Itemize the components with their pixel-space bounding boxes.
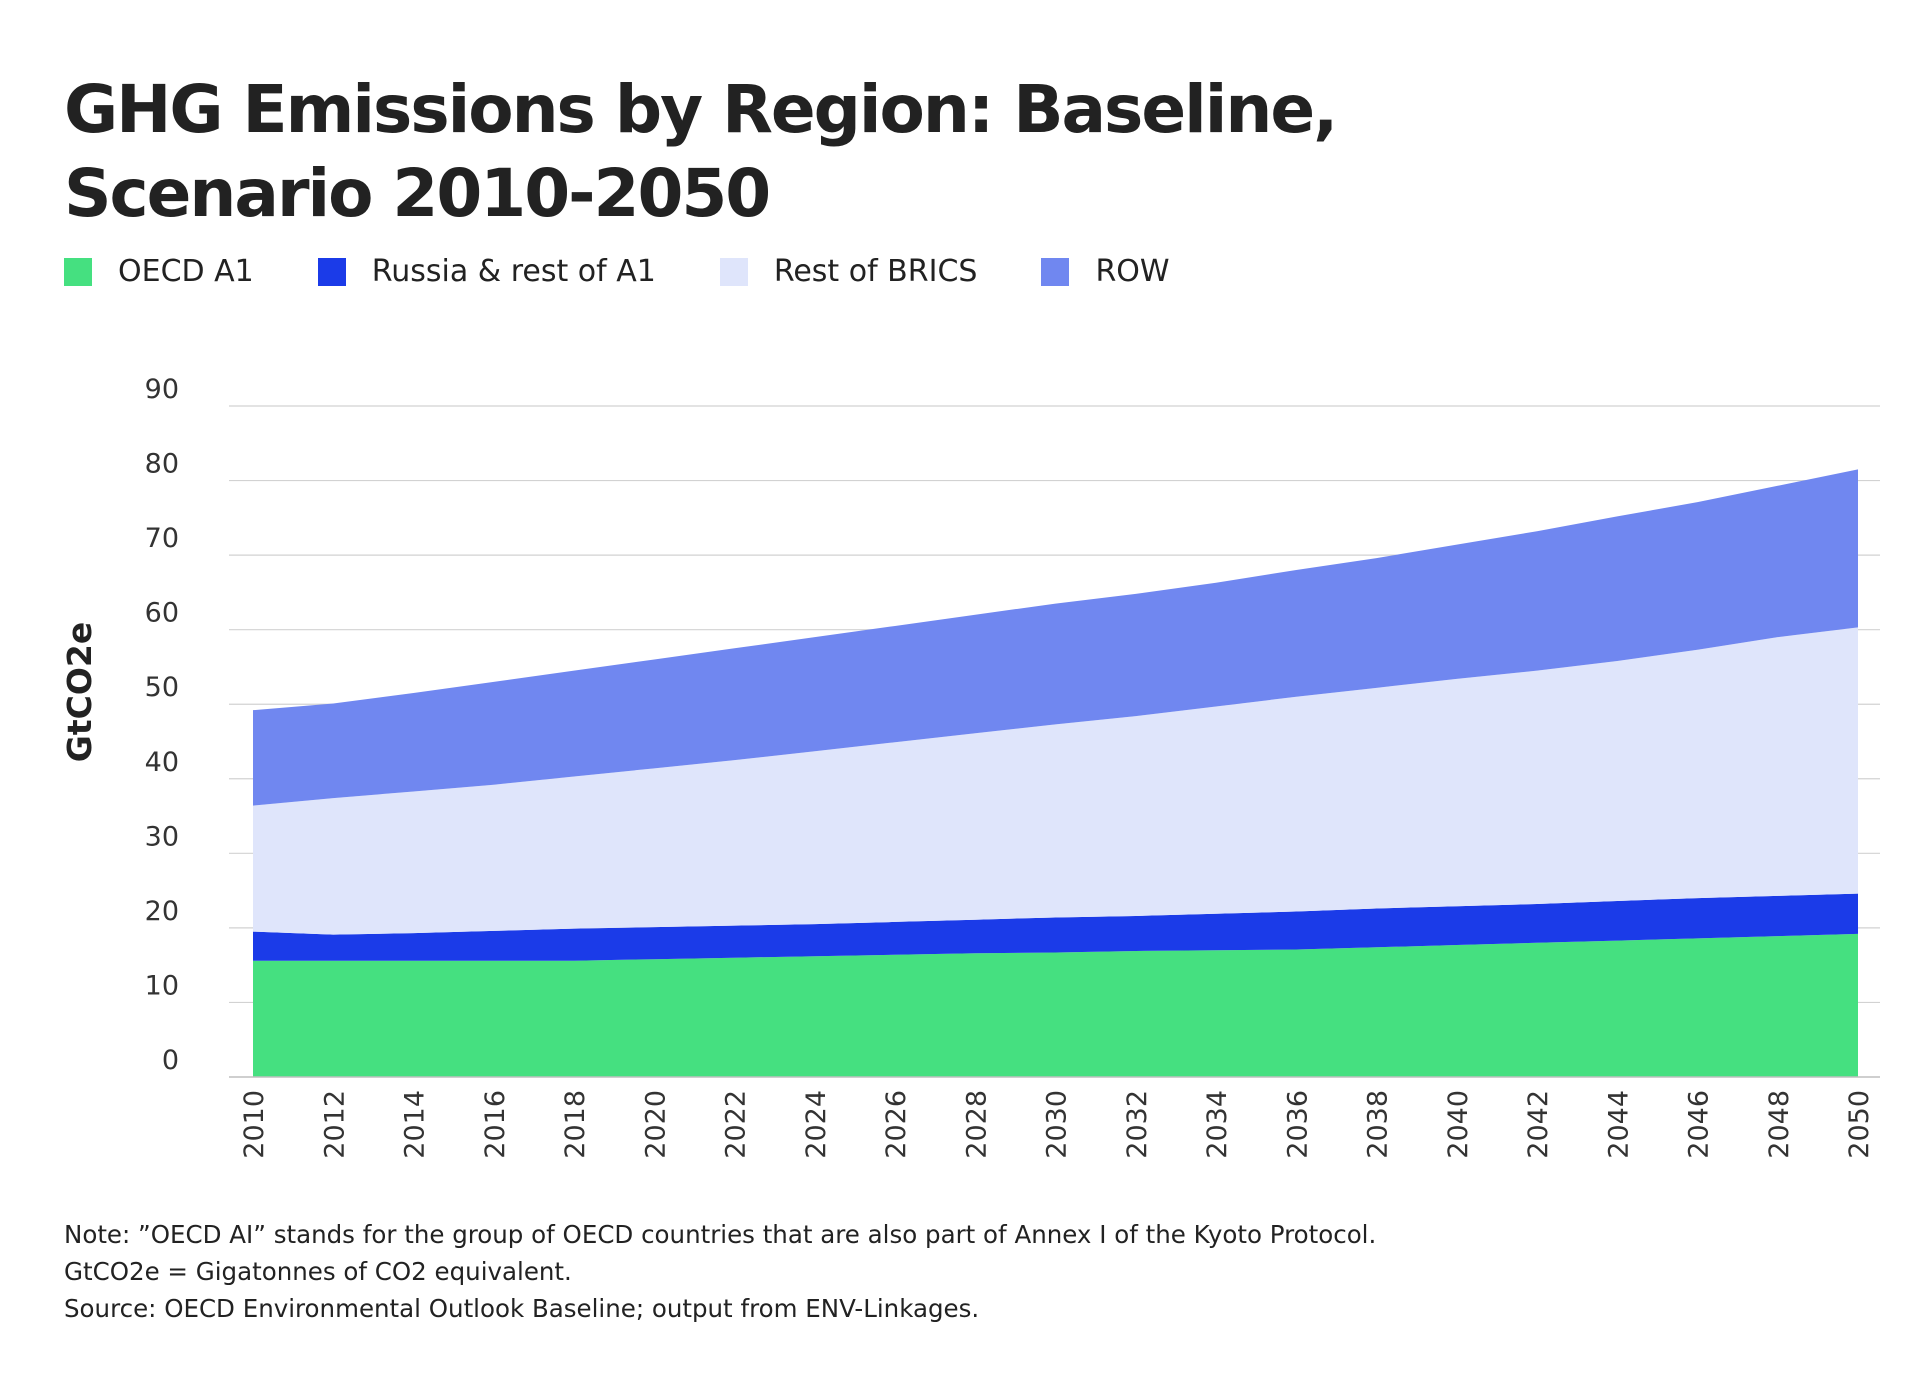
area-series-rest-of-brics — [253, 627, 1858, 935]
x-tick-label-2032: 2032 — [1122, 1090, 1153, 1159]
chart-title-line-2: Scenario 2010-2050 — [64, 155, 771, 232]
x-tick-label-2042: 2042 — [1523, 1090, 1554, 1159]
y-tick-label-10: 10 — [145, 970, 179, 1001]
x-tick-label-2026: 2026 — [881, 1090, 912, 1159]
note-line-2: GtCO2e = Gigatonnes of CO2 equivalent. — [64, 1257, 572, 1286]
legend-label-row: ROW — [1095, 254, 1170, 289]
x-tick-label-2024: 2024 — [801, 1090, 832, 1159]
legend-item-row: ROW — [1041, 254, 1170, 289]
x-tick-label-2020: 2020 — [640, 1090, 671, 1159]
x-tick-label-2028: 2028 — [961, 1090, 992, 1159]
y-tick-label-40: 40 — [145, 747, 179, 778]
legend-item-rest-of-brics: Rest of BRICS — [719, 254, 978, 289]
x-tick-label-2012: 2012 — [319, 1090, 350, 1159]
legend-swatch-row — [1041, 257, 1070, 286]
x-tick-label-2038: 2038 — [1363, 1090, 1394, 1159]
legend-label-oecd-a1: OECD A1 — [118, 254, 254, 289]
x-tick-label-2030: 2030 — [1042, 1090, 1073, 1159]
y-tick-label-70: 70 — [145, 523, 179, 554]
x-tick-label-2046: 2046 — [1684, 1090, 1715, 1159]
chart-notes: Note: ”OECD AI” stands for the group of … — [64, 1216, 1376, 1327]
x-tick-label-2014: 2014 — [400, 1090, 431, 1159]
legend-swatch-rest-of-brics — [719, 257, 748, 286]
y-axis-label: GtCO2e — [60, 622, 99, 762]
legend-item-oecd-a1: OECD A1 — [64, 254, 254, 289]
y-tick-label-30: 30 — [145, 821, 179, 852]
chart-title: GHG Emissions by Region: Baseline, Scena… — [64, 68, 1764, 236]
x-tick-label-2022: 2022 — [721, 1090, 752, 1159]
x-tick-label-2018: 2018 — [560, 1090, 591, 1159]
legend-swatch-oecd-a1 — [64, 257, 92, 286]
y-tick-label-90: 90 — [145, 374, 179, 405]
area-series-group — [253, 469, 1858, 1077]
note-line-1: Note: ”OECD AI” stands for the group of … — [64, 1220, 1377, 1249]
x-tick-label-2016: 2016 — [480, 1090, 511, 1159]
area-series-oecd-a1 — [253, 933, 1858, 1077]
x-tick-label-2050: 2050 — [1844, 1090, 1875, 1159]
legend-label-russia-rest-a1: Russia & rest of A1 — [371, 254, 656, 289]
x-tick-label-2048: 2048 — [1764, 1090, 1795, 1159]
y-tick-label-50: 50 — [145, 672, 179, 703]
x-tick-label-2036: 2036 — [1282, 1090, 1313, 1159]
legend-label-rest-of-brics: Rest of BRICS — [773, 254, 978, 289]
legend-swatch-russia-rest-a1 — [317, 257, 346, 286]
x-tick-label-2034: 2034 — [1202, 1090, 1233, 1159]
area-series-row — [253, 469, 1858, 806]
chart-title-line-1: GHG Emissions by Region: Baseline, — [64, 71, 1338, 148]
y-tick-label-0: 0 — [162, 1045, 179, 1076]
y-tick-label-80: 80 — [145, 449, 179, 480]
x-tick-label-2010: 2010 — [239, 1090, 270, 1159]
x-tick-label-2040: 2040 — [1443, 1090, 1474, 1159]
area-series-russia-rest-of-a1 — [253, 893, 1858, 961]
note-line-3: Source: OECD Environmental Outlook Basel… — [64, 1294, 980, 1323]
x-tick-label-2044: 2044 — [1603, 1090, 1634, 1159]
y-tick-label-60: 60 — [145, 598, 179, 629]
y-tick-label-20: 20 — [145, 896, 179, 927]
legend-item-russia-rest-a1: Russia & rest of A1 — [317, 254, 656, 289]
chart-legend: OECD A1 Russia & rest of A1 Rest of BRIC… — [64, 254, 1234, 289]
